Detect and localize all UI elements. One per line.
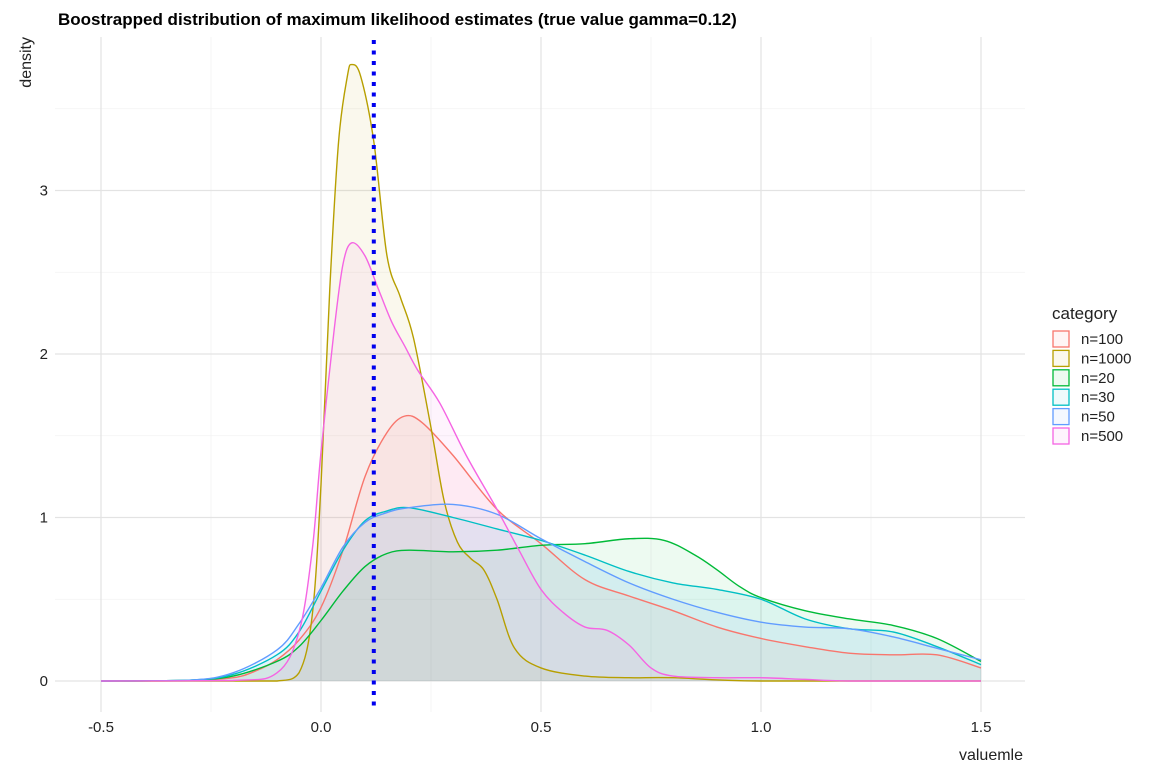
x-axis-label: valuemle [959, 747, 1023, 764]
legend-key-n=100 [1052, 330, 1070, 348]
legend-label-n=20: n=20 [1081, 370, 1115, 387]
legend: category n=100 n=1000 n=20 n=30 n=50 n=500 [1052, 304, 1131, 445]
y-tick-label: 2 [40, 346, 48, 363]
legend-title: category [1052, 304, 1118, 323]
x-tick-label: 1.0 [751, 719, 772, 736]
legend-label-n=50: n=50 [1081, 409, 1115, 426]
legend-label-n=500: n=500 [1081, 428, 1123, 445]
density-area-n=500 [101, 242, 981, 681]
density-lines [100, 63, 982, 682]
density-line-n=50 [100, 503, 982, 682]
density-line-n=1000 [100, 63, 981, 682]
y-axis-ticks: 0 1 2 3 [40, 183, 48, 691]
x-tick-label: -0.5 [88, 719, 114, 736]
density-line-n=500 [100, 241, 981, 682]
legend-label-n=1000: n=1000 [1081, 350, 1131, 367]
y-tick-label: 0 [40, 673, 48, 690]
x-axis-ticks: -0.5 0.0 0.5 1.0 1.5 [88, 719, 991, 736]
density-area-n=1000 [101, 64, 981, 682]
density-area-n=20 [101, 538, 981, 681]
legend-label-n=100: n=100 [1081, 331, 1123, 348]
legend-label-n=30: n=30 [1081, 389, 1115, 406]
x-tick-label: 0.5 [531, 719, 552, 736]
y-axis-label: density [18, 37, 35, 88]
density-area-n=30 [101, 507, 981, 681]
legend-key-n=1000 [1052, 349, 1070, 368]
density-line-n=30 [100, 506, 982, 682]
chart-title: Boostrapped distribution of maximum like… [58, 10, 737, 29]
density-areas [101, 64, 981, 682]
legend-key-n=30 [1052, 388, 1070, 406]
legend-key-n=50 [1052, 407, 1070, 426]
density-area-n=50 [101, 504, 981, 681]
density-line-n=20 [100, 537, 982, 682]
legend-key-n=20 [1052, 369, 1070, 387]
density-area-n=100 [101, 415, 981, 681]
x-tick-label: 1.5 [971, 719, 992, 736]
density-line-n=100 [100, 414, 982, 682]
x-tick-label: 0.0 [311, 719, 332, 736]
y-tick-label: 1 [40, 510, 48, 527]
legend-key-n=500 [1052, 427, 1070, 445]
y-tick-label: 3 [40, 183, 48, 200]
